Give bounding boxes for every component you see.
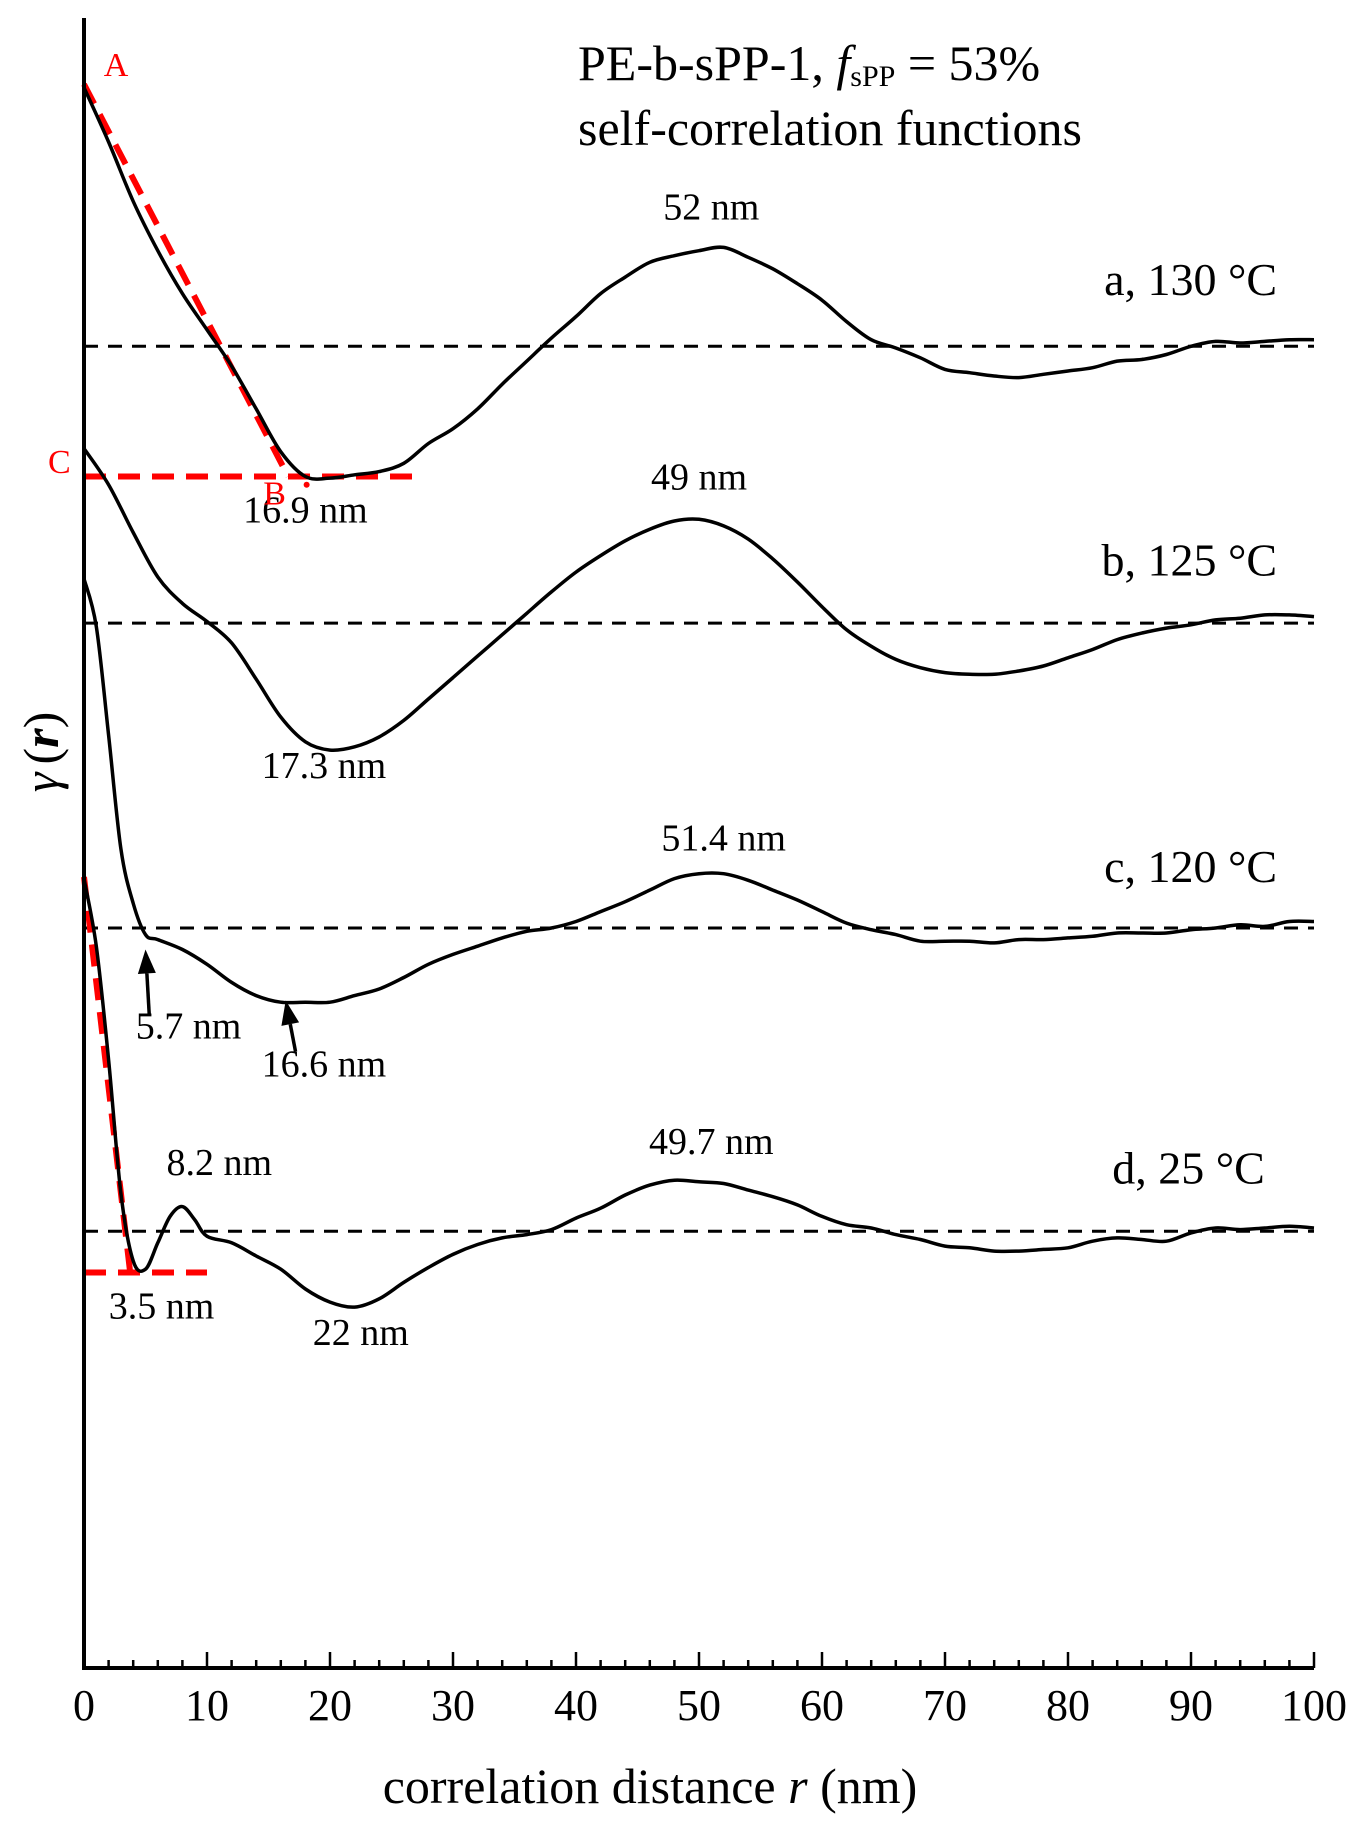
annotation-4: 51.4 nm — [661, 818, 786, 860]
annotation-8: 8.2 nm — [167, 1142, 273, 1184]
arrow-shaft-0 — [145, 973, 151, 1014]
tangent-lines — [81, 82, 417, 1278]
x-tick-label: 30 — [431, 1681, 475, 1730]
annotation-5: 5.7 nm — [136, 1005, 242, 1047]
x-axis-ticks: 0 10 20 30 40 50 60 70 80 90 100 — [73, 1652, 1347, 1730]
annotation-3: 17.3 nm — [262, 745, 387, 787]
x-tick-label: 40 — [554, 1681, 598, 1730]
tangent-line-0 — [81, 82, 291, 478]
x-axis-label: correlation distance r (nm) — [383, 1758, 918, 1814]
annotation-9: 3.5 nm — [109, 1286, 215, 1328]
curves — [82, 86, 1315, 1309]
x-label-prefix: correlation distance — [383, 1758, 788, 1814]
title-prefix: PE-b-sPP-1, — [578, 35, 836, 91]
x-tick-label: 90 — [1169, 1681, 1213, 1730]
title-subscript: sPP — [850, 60, 895, 93]
annotation-7: 49.7 nm — [649, 1121, 774, 1163]
series-label-2: c, 120 °C — [1104, 841, 1277, 892]
x-label-suffix: (nm) — [808, 1758, 918, 1814]
series-label-1: b, 125 °C — [1102, 534, 1278, 585]
title-line-2: self-correlation functions — [578, 100, 1082, 156]
annotation-0: 52 nm — [663, 186, 759, 228]
x-tick-label: 0 — [73, 1681, 95, 1730]
y-label-close: ) — [13, 712, 69, 729]
baselines — [84, 344, 1314, 1233]
marker-b: B — [263, 476, 286, 513]
series-line-3 — [82, 878, 1315, 1309]
annotation-1: 16.9 nm — [243, 490, 368, 532]
marker-c: C — [48, 444, 71, 481]
annotation-10: 22 nm — [313, 1312, 409, 1354]
marker-a: A — [104, 47, 129, 84]
arrows — [137, 949, 300, 1052]
x-label-var: r — [788, 1758, 808, 1814]
annotation-6: 16.6 nm — [262, 1043, 387, 1085]
series-line-2 — [82, 578, 1315, 1005]
annotations: 52 nm 16.9 nm 49 nm 17.3 nm 51.4 nm 5.7 nm 16.… — [109, 186, 786, 1354]
x-tick-label: 20 — [308, 1681, 352, 1730]
y-label-var: r — [13, 728, 69, 748]
series-line-0 — [82, 86, 1315, 481]
marker-b-dot — [303, 481, 310, 488]
arrow-shaft-1 — [288, 1023, 298, 1052]
x-tick-label: 50 — [677, 1681, 721, 1730]
x-tick-label: 60 — [800, 1681, 844, 1730]
arrow-head-0 — [137, 949, 156, 974]
series-label-0: a, 130 °C — [1104, 254, 1277, 305]
title-suffix: = 53% — [895, 35, 1040, 91]
title-line-1: PE-b-sPP-1, fsPP = 53% — [578, 35, 1040, 93]
x-tick-label: 80 — [1046, 1681, 1090, 1730]
series-line-1 — [82, 447, 1315, 753]
x-tick-label: 70 — [923, 1681, 967, 1730]
x-tick-label: 100 — [1281, 1681, 1347, 1730]
y-axis-label: γ (r) — [13, 712, 69, 792]
point-markers: A B C — [48, 47, 310, 513]
series-labels: a, 130 °C b, 125 °C c, 120 °C d, 25 °C — [1102, 254, 1278, 1193]
series-label-3: d, 25 °C — [1112, 1142, 1265, 1193]
arrow-head-1 — [281, 1000, 300, 1026]
y-label-gamma: γ — [13, 771, 69, 792]
annotation-2: 49 nm — [651, 457, 747, 499]
x-tick-label: 10 — [185, 1681, 229, 1730]
title: PE-b-sPP-1, fsPP = 53% self-correlation … — [578, 35, 1082, 156]
y-label-open: ( — [13, 748, 69, 765]
